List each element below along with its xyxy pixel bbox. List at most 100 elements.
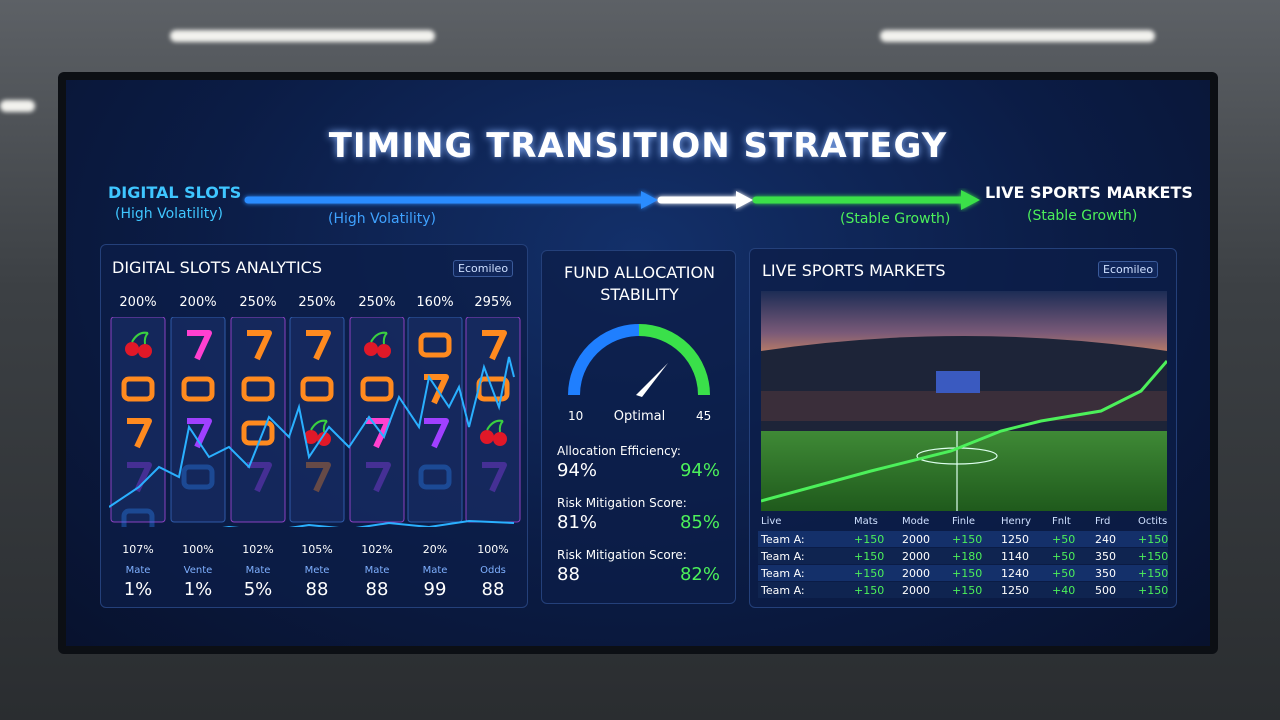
bottom-value: 20% [422,543,448,556]
reel-symbol [121,508,155,527]
top-value: 250% [239,295,277,310]
cherry [377,344,391,358]
metric-left: 88 [557,564,580,585]
reel-symbol [181,376,215,402]
gauge-min: 10 [568,409,584,423]
stem [486,419,504,433]
table-cell: +150 [952,584,983,597]
stat-value: 1% [183,579,213,600]
bar-symbol [241,376,275,402]
from-subtitle: (High Volatility) [115,206,224,222]
sports-title: LIVE SPORTS MARKETS [762,261,946,280]
table-cell: +150 [1138,533,1169,546]
table-header: Fnlt [1052,516,1071,527]
seven [306,462,331,493]
reel-symbol [306,330,331,361]
seven [247,462,272,493]
table-cell: +150 [1138,567,1169,580]
top-value: 250% [358,295,396,310]
table-row [758,531,1168,547]
table-header: Octits [1138,516,1168,527]
stat-value: 88 [305,579,329,600]
reel-symbol [482,330,507,361]
slots-panel: DIGITAL SLOTS ANALYTICS Ecomileo 200% 107… [100,244,528,608]
reel [230,317,286,523]
top-value: 295% [474,295,512,310]
seven [424,418,449,449]
sports-panel: LIVE SPORTS MARKETS Ecomileo Live Mats Mod… [749,248,1177,608]
metric-right: 85% [679,512,720,533]
table-cell: 1250 [1001,533,1029,546]
bar-symbol [181,464,215,490]
cherry [364,342,378,356]
fund-title: STABILITY [600,285,679,304]
table-cell: Team A: [761,550,805,563]
reel-symbol [364,331,391,358]
reel-symbol [480,419,507,446]
stem [310,419,328,433]
table-cell: +50 [1052,567,1076,580]
table-cell: 350 [1095,550,1116,563]
fund-title: FUND ALLOCATION [563,263,715,282]
cherry [304,430,318,444]
ceiling-light [170,30,435,42]
seven [247,330,272,361]
reels [109,317,521,527]
from-title: DIGITAL SLOTS [108,183,242,202]
seven [127,418,152,449]
transition-arrow [244,190,980,210]
metric-right: 82% [679,564,720,585]
stat-label: Mate [422,565,448,576]
table-cell: Team A: [761,533,805,546]
table-cell: +150 [1138,550,1169,563]
table-header: Frd [1095,516,1111,527]
reel-symbol [424,418,449,449]
table-cell: +150 [1138,584,1169,597]
reel-symbol [125,331,152,358]
table-cell: 1140 [1001,550,1029,563]
top-value: 160% [416,295,454,310]
table-cell: Team A: [761,584,805,597]
to-subtitle: (Stable Growth) [1027,208,1138,224]
table-row [758,565,1168,581]
reel-symbol [247,330,272,361]
bottom-value: 102% [242,543,274,556]
reel-symbol [247,462,272,493]
ceiling-light [880,30,1155,42]
bar-symbol [121,508,155,527]
bar-symbol [360,376,394,402]
table-cell: 1240 [1001,567,1029,580]
cherry [480,430,494,444]
seven [366,418,391,449]
table-cell: Team A: [761,567,805,580]
seven [482,330,507,361]
bar-symbol [418,464,452,490]
cherry [317,432,331,446]
gauge-max: 45 [696,409,712,423]
cherry [493,432,507,446]
bar-symbol [181,376,215,402]
stat-label: Odds [480,565,506,576]
table-header: Mats [854,516,878,527]
reel-symbol [366,418,391,449]
reel-symbol [127,462,152,493]
reel-symbol [418,464,452,490]
bottom-value: 100% [477,543,509,556]
reel-symbol [121,376,155,402]
metric-label: Allocation Efficiency: [557,444,681,458]
metric-left: 94% [557,460,598,481]
bar-symbol [418,332,452,358]
reel-symbol [187,418,212,449]
table-cell: 240 [1095,533,1116,546]
bottom-value: 100% [182,543,214,556]
table-header: Live [761,516,782,527]
metric-left: 81% [557,512,598,533]
reel [289,317,345,523]
seven [482,462,507,493]
gauge [568,324,710,397]
slots-title: DIGITAL SLOTS ANALYTICS [112,258,322,277]
reel-symbol [366,462,391,493]
stable-line [222,519,515,527]
metric-right: 94% [679,460,720,481]
